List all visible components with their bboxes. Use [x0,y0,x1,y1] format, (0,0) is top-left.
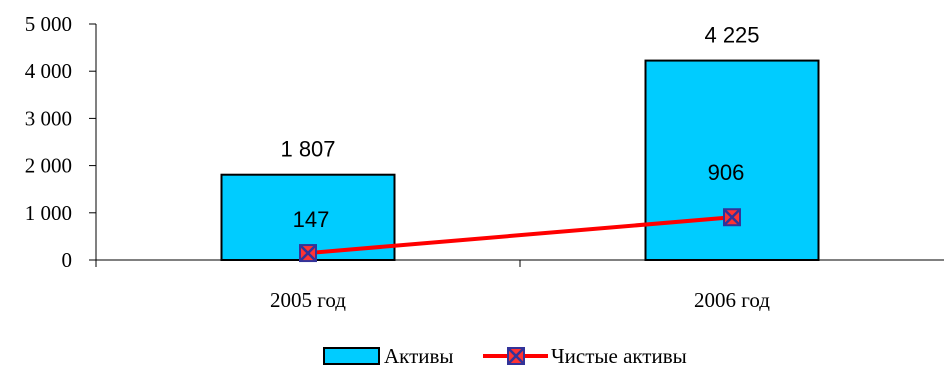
y-tick-label: 3 000 [25,106,72,130]
y-tick-label: 4 000 [25,59,72,83]
net-assets-point [724,209,740,225]
line-value-label: 147 [293,207,330,232]
legend-label-assets: Активы [384,344,454,368]
line-value-label: 906 [708,160,745,185]
legend-marker-net-assets [508,348,524,364]
x-category-label: 2006 год [694,288,770,312]
legend-label-net-assets: Чистые активы [551,344,687,368]
bar-value-label: 4 225 [704,23,759,48]
y-tick-label: 1 000 [25,201,72,225]
y-tick-label: 0 [62,248,73,272]
bar-value-label: 1 807 [280,137,335,162]
x-category-label: 2005 год [270,288,346,312]
y-tick-label: 2 000 [25,154,72,178]
y-tick-label: 5 000 [25,12,72,36]
legend-swatch-assets [324,348,379,364]
legend: Активы Чистые активы [324,344,687,368]
net-assets-point [300,245,316,261]
